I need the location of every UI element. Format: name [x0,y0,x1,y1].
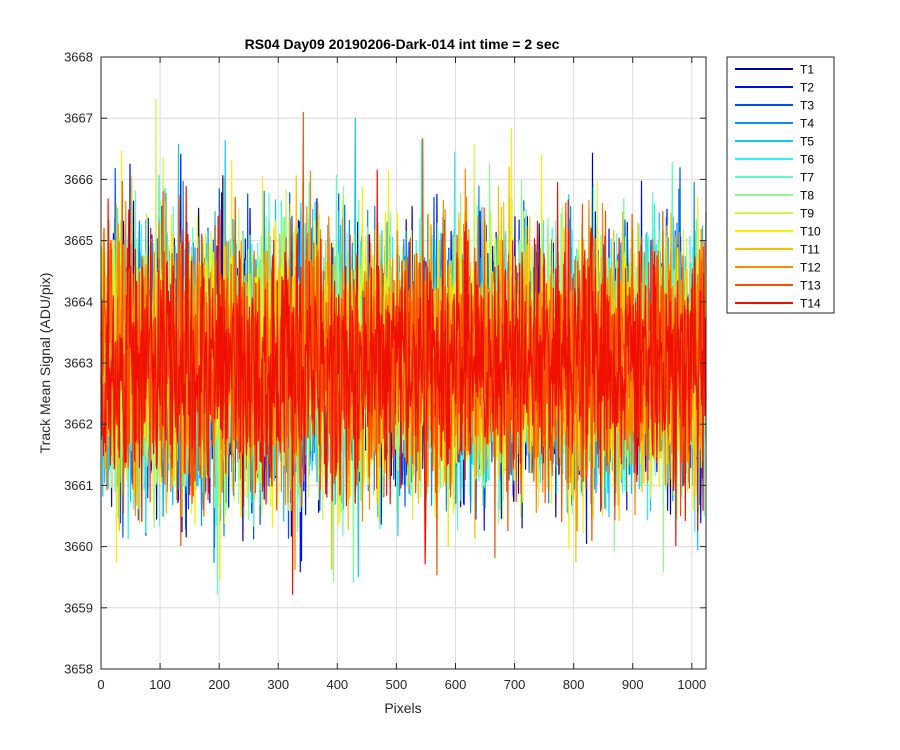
legend-label-t5: T5 [800,135,814,149]
y-tick-label: 3666 [64,172,93,187]
x-axis-title: Pixels [384,700,421,716]
y-tick-label: 3658 [64,662,93,677]
legend-label-t8: T8 [800,189,814,203]
y-tick-label: 3665 [64,233,93,248]
x-tick-label: 900 [622,677,644,692]
series-layer [100,98,707,595]
x-tick-label: 200 [208,677,230,692]
legend-label-t1: T1 [800,63,814,77]
y-tick-label: 3662 [64,417,93,432]
y-tick-label: 3660 [64,539,93,554]
legend-label-t14: T14 [800,297,821,311]
plot-area: 0 100 200 300 400 500 600 700 800 900 1000 3658 3659… [64,50,707,693]
y-tick-label: 3661 [64,478,93,493]
legend-label-t3: T3 [800,99,814,113]
legend-label-t7: T7 [800,171,814,185]
tick-layer: 0 100 200 300 400 500 600 700 800 900 1000 3658 3659… [64,50,706,693]
x-tick-label: 300 [267,677,289,692]
legend-label-t11: T11 [800,243,820,257]
legend-label-t12: T12 [800,261,821,275]
legend-label-t10: T10 [800,225,821,239]
x-tick-label: 400 [326,677,348,692]
chart-title: RS04 Day09 20190206-Dark-014 int time = … [245,36,560,52]
y-tick-label: 3664 [64,294,93,309]
x-tick-label: 700 [504,677,526,692]
y-axis-title: Track Mean Signal (ADU/pix) [37,273,53,454]
legend-box [726,56,835,314]
legend-label-t2: T2 [800,81,814,95]
y-tick-label: 3663 [64,356,93,371]
x-tick-label: 0 [97,677,104,692]
x-tick-label: 600 [445,677,467,692]
legend-label-t9: T9 [800,207,814,221]
legend-label-t4: T4 [800,117,814,131]
y-tick-label: 3667 [64,111,93,126]
y-tick-label: 3659 [64,600,93,615]
legend: T1 T2 T3 T4 T5 T6 T7 T8 T9 T10 T11 T12 T13 T14 [726,56,835,314]
x-tick-label: 100 [149,677,171,692]
legend-label-t6: T6 [800,153,814,167]
legend-label-t13: T13 [800,279,821,293]
x-tick-label: 500 [386,677,408,692]
x-tick-label: 1000 [677,677,706,692]
x-tick-label: 800 [563,677,585,692]
y-tick-label: 3668 [64,50,93,65]
series-line-t14 [100,169,707,595]
